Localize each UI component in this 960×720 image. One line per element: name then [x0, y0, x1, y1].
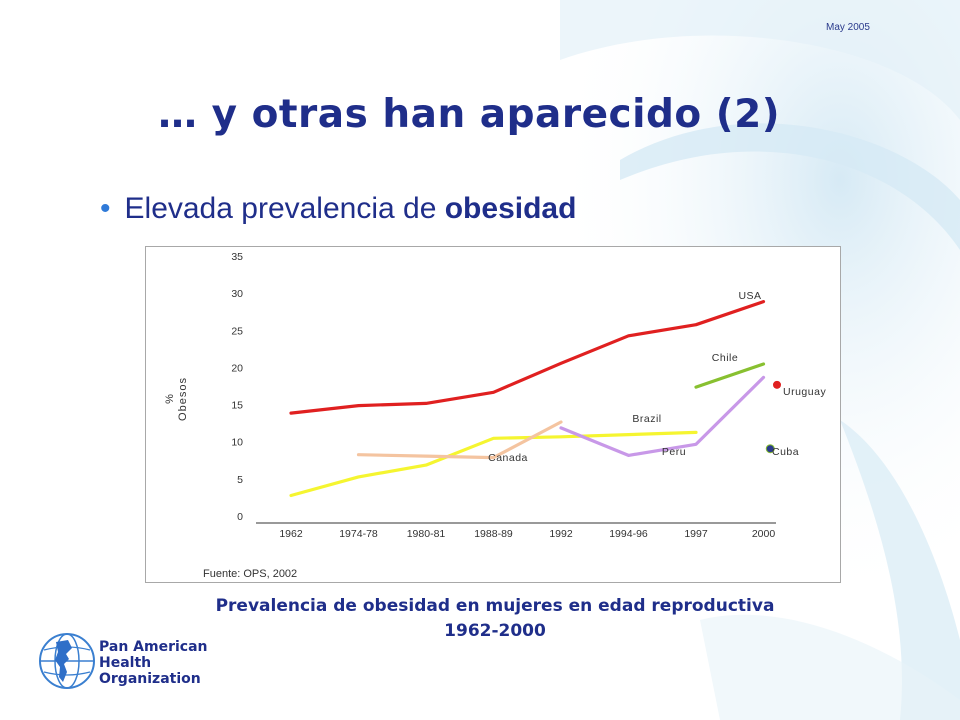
- org-line-1: Pan American: [99, 639, 208, 655]
- org-line-2: Health: [99, 655, 152, 671]
- y-axis-ticks: 0 5 10 15 20 25 30 35: [231, 251, 776, 524]
- y-tick-label: 30: [231, 288, 243, 300]
- x-tick-label: 1992: [549, 528, 573, 540]
- series-label-canada: Canada: [488, 452, 528, 464]
- caption-line-2: 1962-2000: [444, 621, 546, 641]
- series-label-brazil: Brazil: [632, 413, 661, 425]
- y-axis-label-obesos: Obesos: [177, 377, 189, 421]
- chart-caption: Prevalencia de obesidad en mujeres en ed…: [150, 594, 840, 644]
- series-label-peru: Peru: [662, 446, 686, 458]
- series-line-chile: [694, 362, 766, 389]
- x-tick-label: 1988-89: [474, 528, 513, 540]
- y-axis-label-percent: %: [164, 394, 176, 404]
- slide-title: … y otras han aparecido (2): [158, 92, 781, 137]
- series-label-uruguay: Uruguay: [783, 386, 826, 398]
- series-line-usa: [289, 300, 766, 415]
- series-line-peru: [559, 375, 766, 457]
- paho-globe-logo: [39, 633, 95, 689]
- series-label-chile: Chile: [712, 352, 738, 364]
- y-tick-label: 35: [231, 251, 243, 263]
- x-axis-ticks: 1962 1974-78 1980-81 1988-89 1992 1994-96 1997…: [279, 528, 775, 540]
- x-tick-label: 1974-78: [339, 528, 378, 540]
- obesity-line-chart: 0 5 10 15 20 25 30 35 1962 1974-78 1980-81 1988-89…: [164, 251, 826, 540]
- y-tick-label: 20: [231, 362, 243, 374]
- org-line-3: Organization: [99, 671, 201, 687]
- x-tick-label: 1980-81: [407, 528, 446, 540]
- series-layer: [289, 300, 781, 498]
- bullet-dot-icon: •: [100, 192, 111, 225]
- marker-cuba: [765, 444, 775, 454]
- y-tick-label: 0: [237, 511, 243, 523]
- series-line-canada: [356, 420, 563, 460]
- y-tick-label: 15: [231, 400, 243, 412]
- series-label-cuba: Cuba: [772, 446, 799, 458]
- series-line-brazil: [289, 430, 698, 498]
- x-tick-label: 1962: [279, 528, 303, 540]
- x-tick-label: 1997: [684, 528, 708, 540]
- marker-uruguay: [773, 380, 781, 389]
- series-labels: USA Brazil Canada Peru Chile Uruguay Cuba: [488, 290, 826, 464]
- chart-panel: 0 5 10 15 20 25 30 35 1962 1974-78 1980-81 1988-89…: [145, 246, 841, 583]
- slide-date: May 2005: [826, 22, 870, 33]
- caption-line-1: Prevalencia de obesidad en mujeres en ed…: [215, 596, 775, 616]
- bullet-bold-text: obesidad: [444, 192, 577, 225]
- bullet-item: • Elevada prevalencia de obesidad: [100, 192, 576, 226]
- y-tick-label: 25: [231, 325, 243, 337]
- x-tick-label: 2000: [752, 528, 776, 540]
- organization-name: Pan American Health Organization: [99, 639, 208, 687]
- y-tick-label: 10: [231, 437, 243, 449]
- bullet-text: Elevada prevalencia de: [124, 192, 445, 225]
- chart-source: Fuente: OPS, 2002: [203, 568, 298, 580]
- y-tick-label: 5: [237, 474, 243, 486]
- series-label-usa: USA: [738, 290, 761, 302]
- x-tick-label: 1994-96: [609, 528, 648, 540]
